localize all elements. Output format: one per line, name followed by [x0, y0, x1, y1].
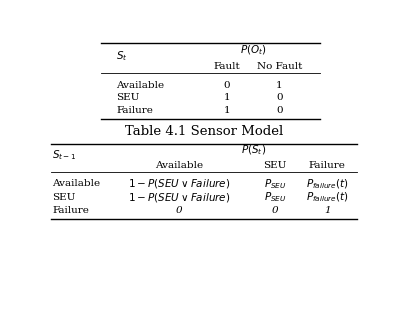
Text: Available: Available [52, 179, 100, 188]
Text: 0: 0 [276, 93, 283, 102]
Text: $S_t$: $S_t$ [116, 49, 128, 63]
Text: Table 4.1 Sensor Model: Table 4.1 Sensor Model [125, 125, 283, 138]
Text: No Fault: No Fault [257, 62, 302, 71]
Text: Available: Available [155, 161, 203, 170]
Text: $P_{failure}(t)$: $P_{failure}(t)$ [306, 190, 349, 204]
Text: $P_{failure}(t)$: $P_{failure}(t)$ [306, 177, 349, 191]
Text: Failure: Failure [309, 161, 346, 170]
Text: SEU: SEU [263, 161, 287, 170]
Text: $P_{SEU}$: $P_{SEU}$ [263, 177, 286, 191]
Text: 0: 0 [276, 106, 283, 115]
Text: Fault: Fault [214, 62, 240, 71]
Text: 0: 0 [224, 81, 230, 90]
Text: $P(S_t)$: $P(S_t)$ [241, 143, 266, 157]
Text: 1: 1 [324, 206, 331, 215]
Text: Failure: Failure [116, 106, 153, 115]
Text: $P(O_t)$: $P(O_t)$ [240, 44, 267, 57]
Text: 1: 1 [224, 106, 230, 115]
Text: $S_{t-1}$: $S_{t-1}$ [52, 148, 76, 161]
Text: SEU: SEU [52, 193, 76, 202]
Text: $1 - P(SEU \vee Failure)$: $1 - P(SEU \vee Failure)$ [128, 191, 230, 204]
Text: 0: 0 [271, 206, 278, 215]
Text: $P_{SEU}$: $P_{SEU}$ [263, 190, 286, 204]
Text: Available: Available [116, 81, 164, 90]
Text: $1 - P(SEU \vee Failure)$: $1 - P(SEU \vee Failure)$ [128, 177, 230, 190]
Text: 1: 1 [276, 81, 283, 90]
Text: SEU: SEU [116, 93, 139, 102]
Text: Failure: Failure [52, 206, 89, 215]
Text: 0: 0 [176, 206, 183, 215]
Text: 1: 1 [224, 93, 230, 102]
